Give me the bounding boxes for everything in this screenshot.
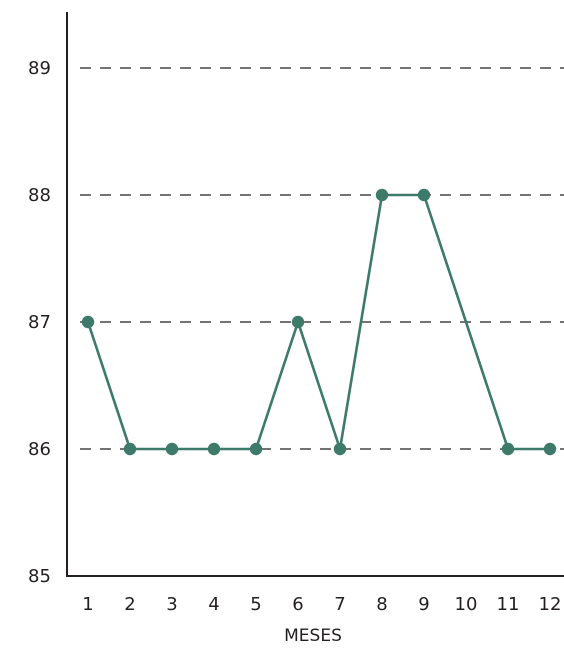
data-point-month-2 xyxy=(123,442,137,456)
x-axis-title: MESES xyxy=(284,626,342,646)
x-tick-label-4: 4 xyxy=(208,594,219,615)
series xyxy=(81,188,557,456)
x-tick-label-3: 3 xyxy=(166,594,177,615)
x-tick-label-8: 8 xyxy=(376,594,387,615)
x-tick-label-12: 12 xyxy=(539,594,562,615)
axes xyxy=(66,12,564,577)
data-point-month-4 xyxy=(207,442,221,456)
data-point-month-9 xyxy=(417,188,431,202)
y-tick-label-86: 86 xyxy=(28,439,51,460)
x-tick-label-9: 9 xyxy=(418,594,429,615)
x-tick-label-1: 1 xyxy=(82,594,93,615)
x-tick-label-5: 5 xyxy=(250,594,261,615)
x-tick-label-11: 11 xyxy=(497,594,520,615)
data-point-month-7 xyxy=(333,442,347,456)
x-tick-labels: 1 2 3 4 5 6 7 8 9 10 11 12 xyxy=(82,594,561,615)
y-tick-label-89: 89 xyxy=(28,58,51,79)
data-point-month-3 xyxy=(165,442,179,456)
y-tick-labels: 85 86 87 88 89 xyxy=(28,58,51,587)
x-tick-label-2: 2 xyxy=(124,594,135,615)
data-point-month-5 xyxy=(249,442,263,456)
data-point-month-6 xyxy=(291,315,305,329)
x-tick-label-6: 6 xyxy=(292,594,303,615)
gridlines xyxy=(80,67,564,450)
x-tick-label-7: 7 xyxy=(334,594,345,615)
x-tick-label-10: 10 xyxy=(455,594,478,615)
data-point-month-12 xyxy=(543,442,557,456)
y-tick-label-87: 87 xyxy=(28,312,51,333)
y-tick-label-85: 85 xyxy=(28,566,51,587)
data-point-month-11 xyxy=(501,442,515,456)
y-tick-label-88: 88 xyxy=(28,185,51,206)
data-point-month-8 xyxy=(375,188,389,202)
data-point-month-1 xyxy=(81,315,95,329)
